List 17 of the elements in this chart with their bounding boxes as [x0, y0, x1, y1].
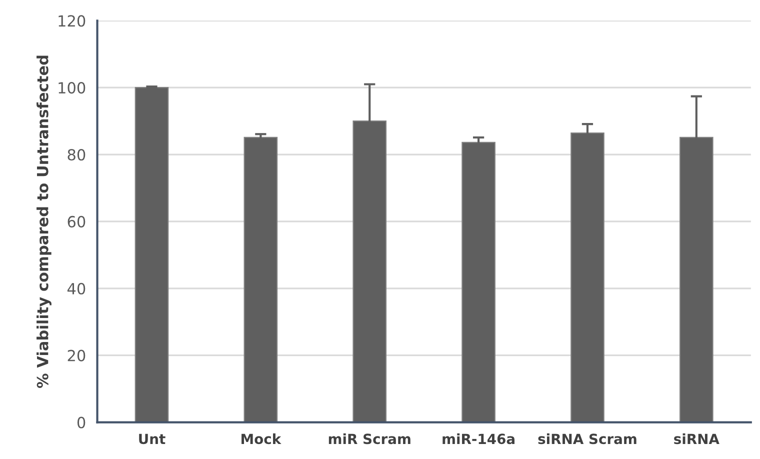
bar — [462, 142, 496, 422]
x-tick-label: Unt — [139, 434, 166, 444]
bar — [134, 87, 169, 422]
y-tick-label: 80 — [68, 148, 86, 161]
x-tick-label: miR Scram — [328, 433, 410, 444]
y-tick-label: 60 — [68, 216, 86, 228]
x-tick-label: Mock — [242, 433, 282, 444]
bar — [244, 136, 278, 422]
y-tick-label: 100 — [58, 82, 86, 94]
y-tick-label: 40 — [67, 282, 86, 294]
y-tick-label: 0 — [77, 416, 86, 428]
x-tick-label: siRNA — [674, 433, 720, 444]
y-tick-label: 120 — [58, 15, 86, 27]
y-tick-label: 20 — [68, 350, 86, 362]
y-axis-title: % Viability compared to Untransfected — [36, 56, 52, 388]
x-tick-label: siRNA Scram — [538, 433, 636, 444]
x-tick-label: miR-146a — [442, 433, 514, 444]
